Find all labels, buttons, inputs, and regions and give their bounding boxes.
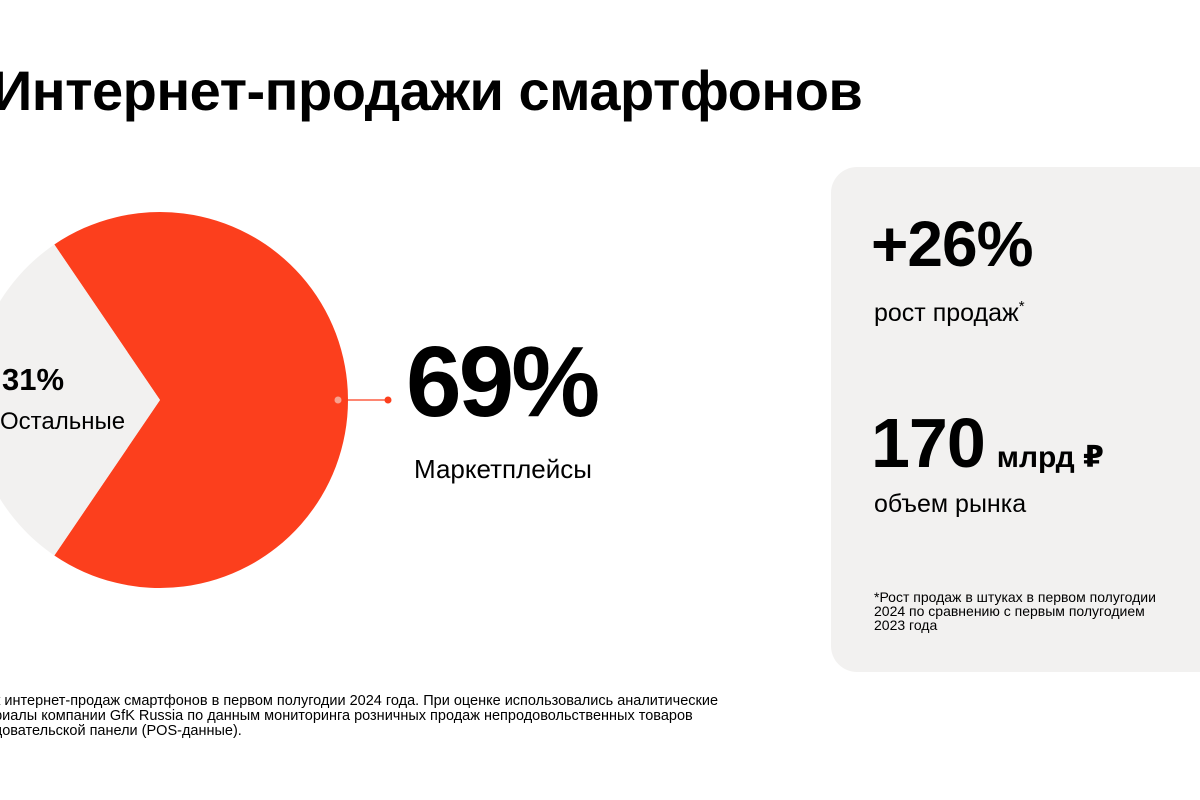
source-note-line: едовательской панели (POS-данные).: [0, 723, 242, 739]
growth-label: рост продаж*: [874, 298, 1025, 328]
growth-value: +26%: [871, 208, 1033, 280]
card-footnote: *Рост продаж в штуках в первом полугодии…: [874, 589, 1156, 633]
slice-label-others: Остальные: [0, 408, 126, 435]
callout: [334, 396, 392, 404]
callout-dot-start: [334, 396, 342, 404]
market-volume-number: 170: [871, 404, 986, 482]
source-note-line: ериалы компании GfK Russia по данным мон…: [0, 708, 693, 724]
market-volume-unit: млрд ₽: [996, 441, 1104, 474]
source-note-line: ок интернет-продаж смартфонов в первом п…: [0, 693, 719, 709]
slice-label-marketplaces: Маркетплейсы: [414, 454, 592, 484]
callout-dot-end: [384, 396, 392, 404]
pie-chart: [0, 212, 392, 588]
stats-card: [831, 167, 1200, 672]
growth-label-text: рост продаж: [874, 299, 1019, 327]
source-note: ок интернет-продаж смартфонов в первом п…: [0, 694, 776, 739]
slice-value-label-marketplaces: 69%: [406, 326, 600, 438]
market-volume-label: объем рынка: [874, 490, 1027, 518]
market-volume-value: 170 млрд ₽: [871, 408, 1104, 478]
pie-slice-others: [0, 244, 160, 556]
page-title: Интернет-продажи смартфонов: [0, 59, 863, 122]
slice-value-label-others: 31%: [2, 362, 65, 397]
footnote-mark: *: [1018, 298, 1025, 315]
pie-slice-marketplaces: [54, 212, 349, 588]
